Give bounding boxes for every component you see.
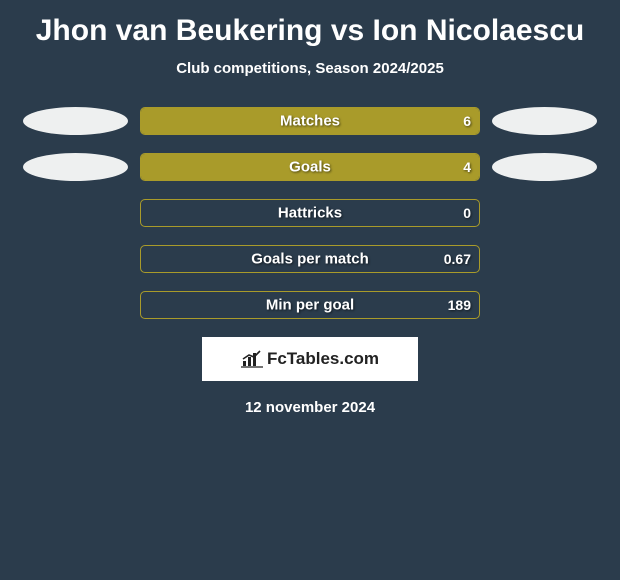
stat-bar: Goals 4 (140, 153, 480, 181)
stat-row: Goals per match 0.67 (0, 245, 620, 273)
stat-value-right: 189 (448, 297, 471, 313)
stat-bar: Goals per match 0.67 (140, 245, 480, 273)
stat-label: Goals (289, 159, 331, 176)
player-right-marker (492, 199, 597, 227)
stat-rows: Matches 6 Goals 4 Hattricks 0 Goals per match 0… (0, 107, 620, 319)
player-right-marker (492, 245, 597, 273)
logo-box[interactable]: FcTables.com (202, 337, 418, 381)
subtitle: Club competitions, Season 2024/2025 (0, 60, 620, 77)
stat-row: Hattricks 0 (0, 199, 620, 227)
stat-bar: Hattricks 0 (140, 199, 480, 227)
player-right-marker (492, 291, 597, 319)
player-left-marker (23, 153, 128, 181)
stat-row: Min per goal 189 (0, 291, 620, 319)
player-left-marker (23, 107, 128, 135)
logo-text: FcTables.com (267, 349, 379, 369)
player-left-marker (23, 199, 128, 227)
date-label: 12 november 2024 (0, 399, 620, 416)
stat-label: Matches (280, 113, 340, 130)
comparison-card: Jhon van Beukering vs Ion Nicolaescu Clu… (0, 0, 620, 416)
stat-value-right: 0.67 (444, 251, 471, 267)
stat-value-right: 0 (463, 205, 471, 221)
stat-value-right: 4 (463, 159, 471, 175)
bar-chart-icon (241, 350, 263, 368)
stat-row: Matches 6 (0, 107, 620, 135)
player-left-marker (23, 245, 128, 273)
stat-label: Goals per match (251, 251, 369, 268)
player-right-marker (492, 153, 597, 181)
player-right-marker (492, 107, 597, 135)
stat-row: Goals 4 (0, 153, 620, 181)
player-left-marker (23, 291, 128, 319)
stat-bar: Matches 6 (140, 107, 480, 135)
stat-label: Min per goal (266, 297, 354, 314)
stat-bar: Min per goal 189 (140, 291, 480, 319)
stat-value-right: 6 (463, 113, 471, 129)
stat-label: Hattricks (278, 205, 342, 222)
page-title: Jhon van Beukering vs Ion Nicolaescu (0, 14, 620, 48)
